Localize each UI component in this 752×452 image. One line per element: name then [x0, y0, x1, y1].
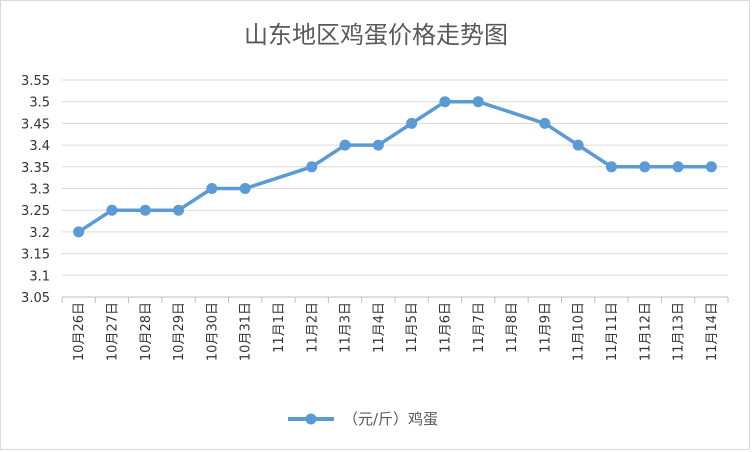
data-point	[572, 139, 584, 151]
x-tick-label: 11月13日	[672, 302, 687, 361]
x-tick-label: 10月26日	[72, 302, 87, 361]
data-point	[206, 183, 218, 194]
x-tick-label: 11月5日	[405, 302, 420, 353]
x-tick-label: 11月11日	[605, 302, 620, 361]
x-tick-label: 11月8日	[505, 302, 520, 353]
grid-lines	[62, 79, 728, 298]
x-tick-label: 11月1日	[272, 302, 287, 353]
data-point	[73, 226, 85, 238]
y-tick-label: 3.55	[21, 74, 50, 89]
x-axis	[61, 296, 729, 303]
y-tick-label: 3.05	[21, 291, 50, 306]
data-point	[139, 204, 151, 216]
data-point	[439, 96, 451, 108]
x-tick-label: 11月3日	[339, 302, 354, 353]
data-point	[372, 139, 384, 151]
series-group	[73, 96, 717, 238]
legend-label: （元/斤）鸡蛋	[343, 410, 438, 428]
x-tick-label: 11月10日	[572, 302, 587, 361]
x-tick-label: 11月9日	[538, 302, 553, 353]
data-point	[472, 96, 484, 108]
x-tick-label: 10月28日	[139, 302, 154, 361]
data-point	[239, 183, 251, 194]
x-tick-label: 10月30日	[205, 302, 220, 361]
y-tick-label: 3.5	[29, 96, 50, 111]
data-point	[605, 161, 617, 173]
x-tick-label: 11月7日	[472, 302, 487, 353]
y-tick-label: 3.35	[21, 161, 50, 176]
x-tick-label: 11月6日	[439, 302, 454, 353]
y-tick-label: 3.4	[29, 139, 50, 154]
legend-marker	[305, 413, 317, 425]
data-point	[406, 117, 418, 129]
data-point	[106, 204, 118, 216]
legend: （元/斤）鸡蛋	[288, 410, 438, 428]
chart-title: 山东地区鸡蛋价格走势图	[244, 21, 508, 49]
data-point	[705, 161, 717, 173]
data-point	[672, 161, 684, 173]
data-point	[639, 161, 651, 173]
x-axis-ticks: 10月26日 10月27日 10月28日 10月29日 10月30日 10月31日 11月1…	[72, 302, 720, 361]
x-tick-label: 11月2日	[305, 302, 320, 353]
series-line	[77, 99, 712, 234]
x-tick-label: 11月14日	[705, 302, 720, 361]
x-tick-label: 11月4日	[372, 302, 387, 353]
data-point	[306, 161, 318, 173]
y-tick-label: 3.45	[21, 117, 50, 132]
y-axis-ticks: 3.05 3.1 3.15 3.2 3.25 3.3 3.35 3.4 3.45 3.5 3.55	[21, 74, 50, 306]
x-tick-label: 10月31日	[239, 302, 254, 361]
x-tick-label: 11月12日	[638, 302, 653, 361]
y-tick-label: 3.1	[29, 269, 50, 284]
y-tick-label: 3.2	[29, 226, 50, 241]
y-tick-label: 3.3	[29, 183, 50, 198]
data-point	[173, 204, 185, 216]
y-tick-label: 3.25	[21, 204, 50, 219]
x-tick-label: 10月29日	[172, 302, 187, 361]
x-tick-label: 10月27日	[105, 302, 120, 361]
data-point	[539, 117, 551, 129]
y-tick-label: 3.15	[21, 248, 50, 263]
data-point	[339, 139, 351, 151]
